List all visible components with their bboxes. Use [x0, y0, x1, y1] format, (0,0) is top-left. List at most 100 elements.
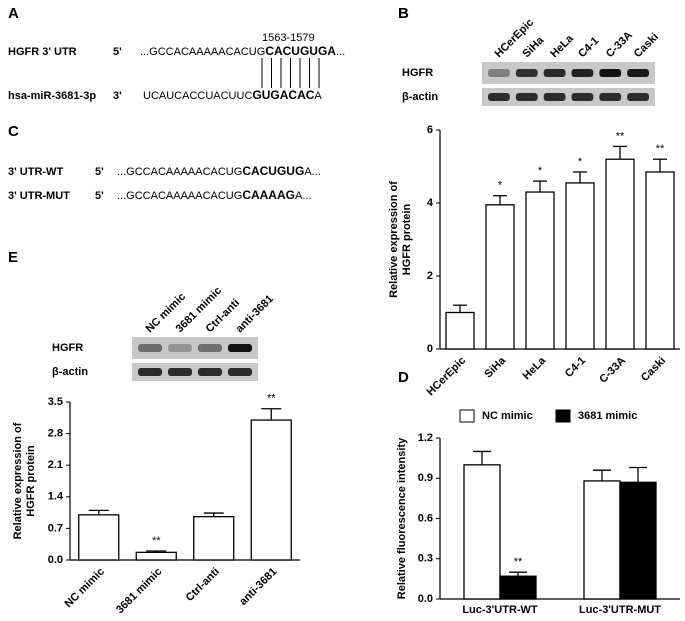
error-bar	[533, 180, 547, 193]
y-tick-label: 0.0	[418, 593, 433, 605]
strand-end: 3'	[113, 90, 122, 102]
bar	[605, 158, 635, 350]
blot-band	[198, 368, 222, 376]
lane-label: anti-3681	[234, 293, 276, 335]
y-tick-label: 0	[427, 343, 433, 355]
blot-strip	[132, 363, 258, 381]
sequence-segment: ...GCCACAAAAACACUG	[140, 46, 265, 58]
y-tick-label: 0.0	[48, 554, 63, 566]
sequence-segment: CACUGUGA	[265, 44, 336, 58]
legend-label: NC mimic	[482, 410, 533, 422]
blot-row-label: HGFR	[52, 342, 83, 354]
sequence: UCAUCACCUACUUCGUGACACA	[143, 88, 322, 102]
blot-band	[627, 93, 649, 101]
error-bar	[146, 550, 167, 553]
sequence-segment: A	[314, 90, 322, 102]
blot-band	[168, 344, 192, 352]
blot-row-label: β-actin	[402, 91, 438, 103]
sequence-segment: ...GCCACAAAAACACUG	[117, 166, 242, 178]
y-tick-label: 2	[427, 270, 433, 282]
y-tick-label: 0.6	[418, 512, 433, 524]
bar	[619, 481, 657, 600]
significance-label: **	[152, 535, 161, 547]
y-axis-label-line: Relative expression of	[388, 181, 400, 298]
blot-band	[571, 69, 594, 77]
lane-label: SiHa	[520, 34, 546, 60]
blot-band	[168, 368, 192, 376]
site-position: 1563-1579	[262, 32, 315, 44]
strand-end: 5'	[95, 190, 104, 202]
error-bar	[573, 171, 587, 183]
sequence-name: hsa-miR-3681-3p	[8, 90, 96, 102]
lane-label: C-33A	[604, 29, 635, 60]
blot-band	[228, 344, 252, 352]
panel-label: C	[8, 123, 19, 140]
x-tick-label: 3681 mimic	[114, 566, 164, 616]
x-tick-label: SiHa	[482, 354, 508, 380]
sequence: ...GCCACAAAAACACUGCACUGUGA...	[140, 44, 345, 58]
significance-label: **	[514, 556, 523, 568]
blot-band	[515, 93, 538, 101]
y-tick-label: 4	[427, 197, 434, 209]
legend-swatch	[555, 409, 571, 423]
y-tick-label: 2.1	[48, 459, 63, 471]
y-tick-label: 0.3	[418, 553, 433, 565]
y-axis-label: Relative fluorescence intensity	[396, 437, 408, 599]
bar	[583, 480, 621, 600]
bar	[499, 575, 537, 600]
panel-label: B	[398, 5, 409, 22]
bar	[135, 551, 177, 561]
blot-band	[228, 368, 252, 376]
error-bar	[593, 469, 611, 481]
sequence-segment: A...	[304, 166, 321, 178]
lane-label: C4-1	[576, 35, 601, 60]
error-bar	[88, 509, 109, 515]
sequence: ...GCCACAAAAACACUGCAAAAGA...	[117, 188, 312, 202]
bar	[445, 311, 475, 350]
significance-label: **	[656, 143, 665, 155]
blot-band	[515, 69, 538, 77]
blot-band	[599, 93, 622, 101]
blot-strip	[482, 62, 655, 84]
x-tick-label: Ctrl-anti	[184, 566, 222, 604]
error-bar	[653, 158, 667, 172]
blot-band	[138, 344, 162, 352]
blot-row-label: HGFR	[402, 67, 433, 79]
y-axis-label-line: Relative expression of	[12, 422, 24, 539]
blot-band	[543, 69, 566, 77]
strand-end: 5'	[95, 166, 104, 178]
error-bar	[473, 450, 491, 465]
sequence-segment: A...	[295, 190, 312, 202]
sequence-segment: CAAAAG	[242, 188, 295, 202]
x-tick-label: HeLa	[521, 354, 549, 382]
y-tick-label: 0.7	[48, 522, 63, 534]
blot-band	[543, 93, 566, 101]
y-tick-label: 6	[427, 124, 433, 136]
x-tick-label: HCerEpic	[425, 355, 469, 399]
x-tick-label: Luc-3'UTR-MUT	[579, 604, 661, 616]
bar	[525, 191, 555, 350]
bar	[193, 516, 235, 561]
blot-strip	[132, 337, 258, 359]
panel-label: E	[8, 249, 18, 266]
bar	[463, 464, 501, 600]
significance-label: *	[498, 180, 503, 192]
bar	[565, 182, 595, 350]
blot-band	[488, 93, 510, 101]
lane-label: Caski	[632, 31, 661, 60]
sequence-segment: ...GCCACAAAAACACUG	[117, 190, 242, 202]
sequence-name: 3' UTR-MUT	[8, 190, 70, 202]
blot-band	[488, 69, 510, 77]
panel-label: A	[8, 5, 19, 22]
error-bar	[613, 145, 627, 160]
blot-band	[198, 344, 222, 352]
sequence-segment: CACUGUG	[242, 164, 304, 178]
strand-end: 5'	[113, 46, 122, 58]
y-tick-label: 3.5	[48, 396, 63, 408]
y-tick-label: 0.9	[418, 472, 433, 484]
error-bar	[453, 304, 467, 313]
panel-label: D	[398, 369, 409, 386]
x-tick-label: anti-3681	[237, 566, 279, 608]
error-bar	[203, 512, 224, 517]
legend-label: 3681 mimic	[578, 410, 637, 422]
